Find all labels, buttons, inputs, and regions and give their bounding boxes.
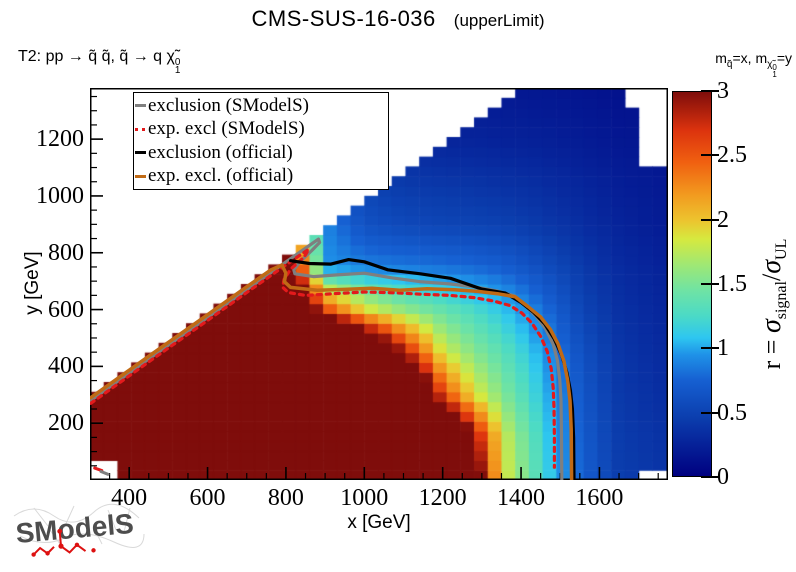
colorbar-tick: [701, 347, 719, 350]
legend-item: exp. excl (SModelS): [135, 118, 388, 142]
colorbar-tick: [701, 90, 719, 92]
y-tick-label: 400: [48, 353, 84, 380]
contour-overlay: [90, 88, 668, 480]
y-tick-label: 200: [48, 410, 84, 437]
colorbar-tick-label: 2: [717, 206, 729, 233]
legend-line-sample: [135, 151, 146, 155]
x-tick-label: 1400: [497, 485, 546, 511]
colorbar-tick: [701, 411, 719, 414]
logo-scribbles: [13, 503, 145, 548]
smodels-logo-graphic: SModelS: [13, 503, 145, 557]
legend-item-label: exclusion (SModelS): [148, 94, 309, 116]
corner-mark-1: [99, 470, 110, 476]
colorbar-tick: [701, 218, 719, 221]
legend-line-sample: [135, 104, 146, 108]
legend-item: exclusion (official): [135, 141, 388, 165]
page-title-subtext: (upperLimit): [453, 11, 545, 30]
colorbar-tick-label: 3: [717, 78, 729, 104]
colorbar-tick: [701, 283, 719, 285]
legend-line-sample: [135, 127, 146, 131]
legend: exclusion (SModelS) exp. excl (SModelS) …: [133, 92, 389, 190]
colorbar-tick: [701, 154, 719, 157]
legend-item: exp. excl. (official): [135, 165, 388, 189]
colorbar-tick-label: 2.5: [717, 142, 747, 169]
title-row: CMS-SUS-16-036 (upperLimit): [0, 6, 796, 32]
smodels-logo: SModelS: [4, 496, 154, 566]
page-title: CMS-SUS-16-036: [251, 6, 436, 31]
x-tick-label: 600: [189, 485, 226, 511]
y-tick-label: 600: [48, 296, 84, 323]
y-tick-label: 1200: [36, 126, 84, 153]
colorbar-title: r = σsignal/σUL: [756, 238, 791, 370]
legend-line-sample: [135, 174, 146, 178]
plot-frame: [90, 88, 668, 480]
y-tick-label: 1000: [36, 182, 84, 209]
colorbar-tick-label: 1: [717, 335, 729, 362]
x-axis-title: x [GeV]: [347, 512, 411, 533]
x-tick-label: 1600: [575, 485, 624, 511]
y-tick-label: 800: [48, 239, 84, 266]
logo-decay-dots: [31, 528, 96, 557]
contour-exclusion_smodels: [90, 237, 564, 480]
contour-expected_exclusion_official: [90, 263, 574, 480]
legend-item-label: exclusion (official): [148, 141, 293, 163]
legend-item-label: exp. excl (SModelS): [148, 118, 305, 140]
contour-expected_exclusion_smodels: [90, 247, 556, 469]
y-axis-title: y [GeV]: [22, 251, 43, 315]
process-text: T2: pp → q̃ q̃, q̃ → q χ̃: [18, 48, 175, 65]
colorbar-tick: [701, 476, 719, 478]
x-tick-label: 800: [267, 485, 304, 511]
logo-core: SModelS: [14, 508, 135, 557]
colorbar-tick-label: 1.5: [717, 271, 747, 297]
process-label: T2: pp → q̃ q̃, q̃ → q χ̃ 0 1: [18, 48, 181, 77]
x-tick-label: 400: [111, 485, 148, 511]
contour-exclusion_official: [289, 258, 576, 480]
legend-item-label: exp. excl. (official): [148, 165, 294, 187]
x-tick-label: 1000: [340, 485, 389, 511]
legend-item: exclusion (SModelS): [135, 94, 388, 118]
colorbar-tick-label: 0.5: [717, 399, 747, 426]
x-tick-label: 1200: [418, 485, 467, 511]
colorbar-tick-label: 0: [717, 464, 729, 490]
mass-definition-label: mq̃=x, mχ̃ 0 1 =y: [715, 50, 792, 79]
